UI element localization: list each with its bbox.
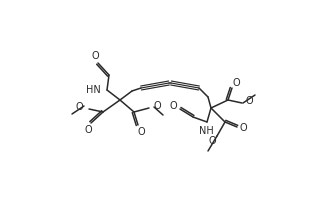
Text: HN: HN <box>86 85 101 95</box>
Text: NH: NH <box>199 126 213 136</box>
Text: O: O <box>91 51 99 61</box>
Text: O: O <box>245 96 253 106</box>
Text: O: O <box>239 123 247 133</box>
Text: O: O <box>153 101 161 111</box>
Text: O: O <box>137 127 145 137</box>
Text: O: O <box>208 136 216 146</box>
Text: O: O <box>75 102 83 112</box>
Text: O: O <box>84 125 92 135</box>
Text: O: O <box>169 101 177 111</box>
Text: O: O <box>232 78 240 88</box>
